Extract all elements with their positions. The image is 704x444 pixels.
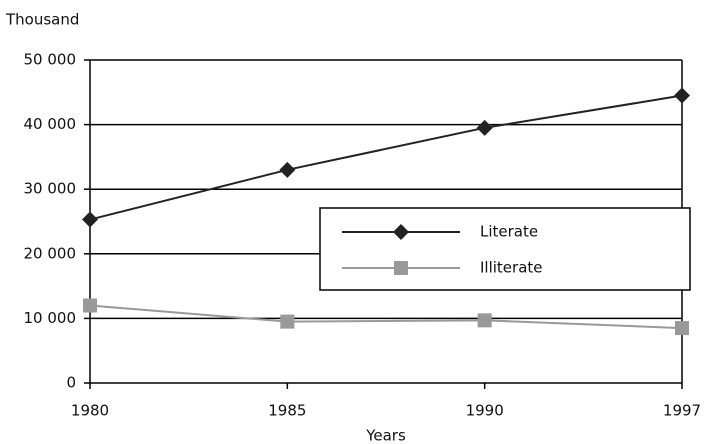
marker <box>279 161 296 178</box>
x-tick-label: 1990 <box>466 402 504 420</box>
marker <box>477 313 492 328</box>
y-tick-label: 50 000 <box>24 51 77 69</box>
marker <box>476 119 493 136</box>
legend-box <box>319 207 691 291</box>
legend-label: Literate <box>480 223 538 241</box>
legend-label: Illiterate <box>480 259 543 277</box>
y-tick-label: 0 <box>66 374 76 392</box>
marker <box>675 321 689 336</box>
series-line <box>89 94 683 221</box>
y-tick-label: 40 000 <box>24 115 77 133</box>
y-tick-label: 20 000 <box>24 244 77 262</box>
y-tick-label: 30 000 <box>24 180 77 198</box>
x-tick-label: 1997 <box>663 402 701 420</box>
legend-marker <box>393 224 409 240</box>
marker <box>674 87 690 104</box>
y-axis-label: Thousand <box>5 11 79 29</box>
x-axis-label: Years <box>365 427 406 444</box>
marker <box>83 298 97 313</box>
x-tick-label: 1985 <box>268 402 306 420</box>
y-tick-label: 10 000 <box>24 309 77 327</box>
marker <box>280 314 295 329</box>
x-tick-label: 1980 <box>71 402 109 420</box>
legend-marker <box>394 261 408 275</box>
marker <box>82 211 98 228</box>
series-line <box>89 304 683 330</box>
